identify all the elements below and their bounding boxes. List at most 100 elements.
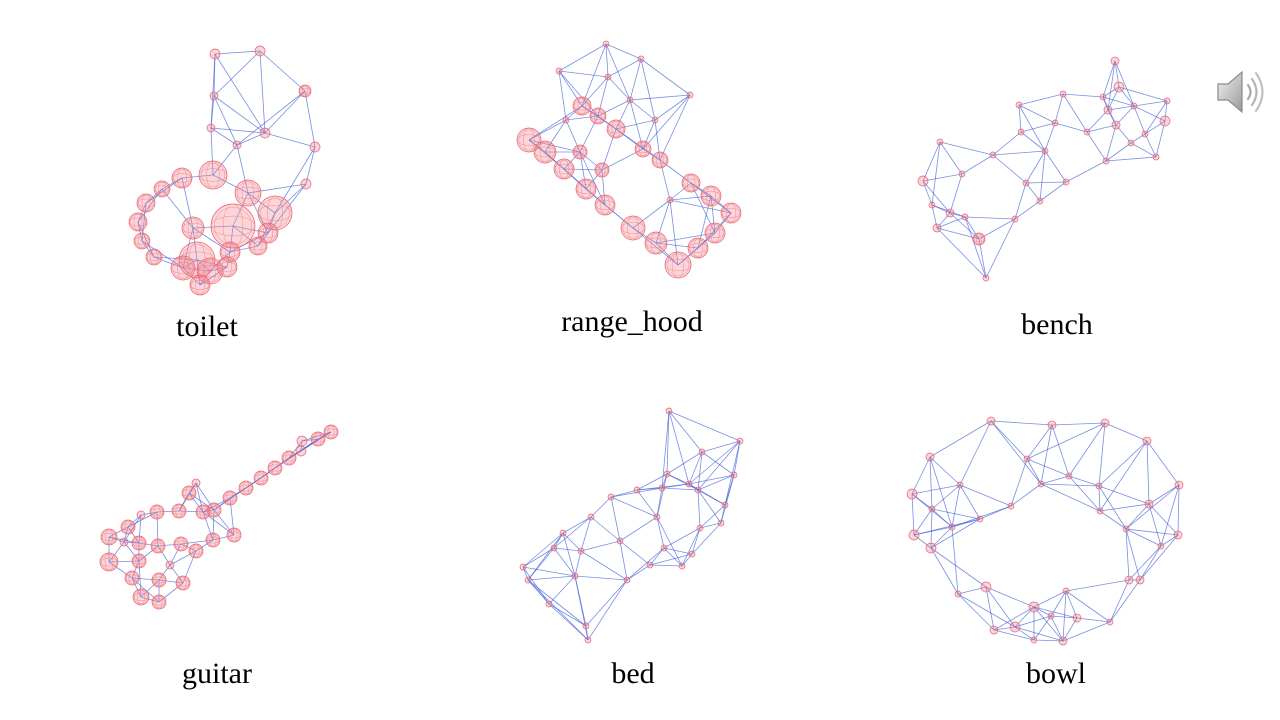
guitar-node — [195, 504, 211, 520]
guitar-edge — [213, 497, 231, 511]
toilet-edge — [232, 192, 249, 227]
toilet-edge — [247, 183, 307, 194]
guitar-node — [131, 553, 147, 569]
guitar-node — [171, 503, 187, 519]
range_hood-node — [589, 107, 607, 125]
guitar-edge — [123, 514, 142, 543]
range_hood-edge — [629, 94, 691, 101]
bowl-edge — [1068, 475, 1101, 512]
bench-edge — [1144, 100, 1168, 135]
bed-node — [607, 493, 615, 501]
range_hood-graph — [516, 40, 742, 279]
range_hood-node — [664, 251, 692, 279]
bed-edge — [661, 487, 699, 491]
bowl-edge — [1033, 615, 1052, 641]
guitar-node — [175, 575, 191, 591]
bowl-node — [1058, 636, 1068, 646]
toilet-node — [210, 203, 256, 249]
toilet-edge — [182, 259, 198, 269]
guitar-node — [222, 490, 238, 506]
bed-edge — [666, 473, 699, 491]
toilet-graph — [128, 45, 321, 296]
bench-node — [1110, 56, 1120, 66]
bed-node — [665, 407, 673, 415]
speaker-icon[interactable] — [1214, 66, 1270, 118]
bed-edge — [688, 451, 703, 485]
range_hood-node — [687, 237, 709, 259]
bench-edge — [1039, 181, 1067, 202]
bench-edge — [992, 154, 1027, 184]
bench-edge — [922, 141, 941, 182]
guitar-edge — [301, 438, 319, 442]
bench-node — [932, 223, 942, 233]
toilet-edge — [274, 183, 307, 214]
bowl-node — [989, 625, 999, 635]
bed-edge — [562, 532, 576, 577]
bench-edge — [1086, 109, 1109, 133]
bench-edge — [1115, 105, 1135, 126]
bowl-edge — [1125, 528, 1130, 581]
bed-edge — [701, 440, 741, 453]
range_hood-edge — [654, 94, 691, 121]
bench-edge — [931, 204, 966, 218]
bowl-edge — [913, 518, 981, 536]
bench-node — [1015, 101, 1023, 109]
guitar-edge — [202, 509, 215, 513]
bench-edge — [1105, 142, 1132, 162]
range_hood-edge — [710, 195, 716, 234]
bowl-edge — [993, 626, 1016, 631]
guitar-node — [226, 527, 242, 543]
range_hood-node — [681, 173, 701, 193]
bed-edge — [574, 550, 582, 577]
bowl-edge — [957, 593, 995, 631]
bed-edge — [668, 410, 741, 442]
bench-node — [945, 208, 955, 218]
toilet-node — [257, 195, 293, 231]
bowl-node — [948, 523, 956, 531]
bench-edge — [1133, 100, 1168, 107]
bench-edge — [961, 154, 994, 175]
toilet-edge — [137, 221, 143, 242]
bed-edge — [656, 473, 668, 518]
toilet-node — [309, 141, 321, 153]
bench-edge — [936, 216, 966, 229]
bowl-node — [1144, 499, 1154, 509]
bowl-edge — [1098, 440, 1148, 487]
toilet-node — [254, 45, 266, 57]
bowl-edge — [1125, 528, 1162, 547]
bench-node — [928, 201, 936, 209]
guitar-edge — [127, 526, 140, 544]
range_hood-edge — [558, 43, 607, 72]
bench-edge — [1144, 120, 1166, 135]
toilet-edge — [210, 53, 216, 129]
toilet-edge — [259, 50, 306, 92]
range_hood-edge — [655, 242, 699, 249]
bed-edge — [701, 451, 735, 476]
guitar-nodes — [99, 424, 339, 610]
range_hood-edge — [615, 119, 656, 130]
guitar-edge — [131, 577, 160, 581]
bed-node — [717, 519, 725, 527]
bed-edge — [522, 566, 550, 605]
guitar-node — [281, 450, 297, 466]
range_hood-node — [594, 194, 616, 216]
bowl-edge — [957, 593, 1016, 628]
bowl-node — [980, 581, 992, 593]
bowl-node — [956, 481, 964, 489]
bowl-edge — [1098, 485, 1127, 530]
guitar-edge — [123, 526, 129, 543]
guitar-edge — [157, 543, 182, 547]
bowl-edge — [1068, 422, 1106, 477]
bed-edge — [522, 566, 576, 577]
bench-edge — [964, 216, 1016, 220]
bed-edge — [548, 603, 587, 627]
bed-edge — [697, 451, 703, 491]
guitar-edge — [213, 509, 235, 536]
bed-edge — [619, 540, 628, 581]
bench-node — [982, 274, 990, 282]
bowl-node — [1096, 507, 1104, 515]
bed-node — [685, 480, 693, 488]
range_hood-node — [516, 127, 542, 153]
bench-node — [1022, 179, 1030, 187]
guitar-edge — [195, 482, 204, 513]
